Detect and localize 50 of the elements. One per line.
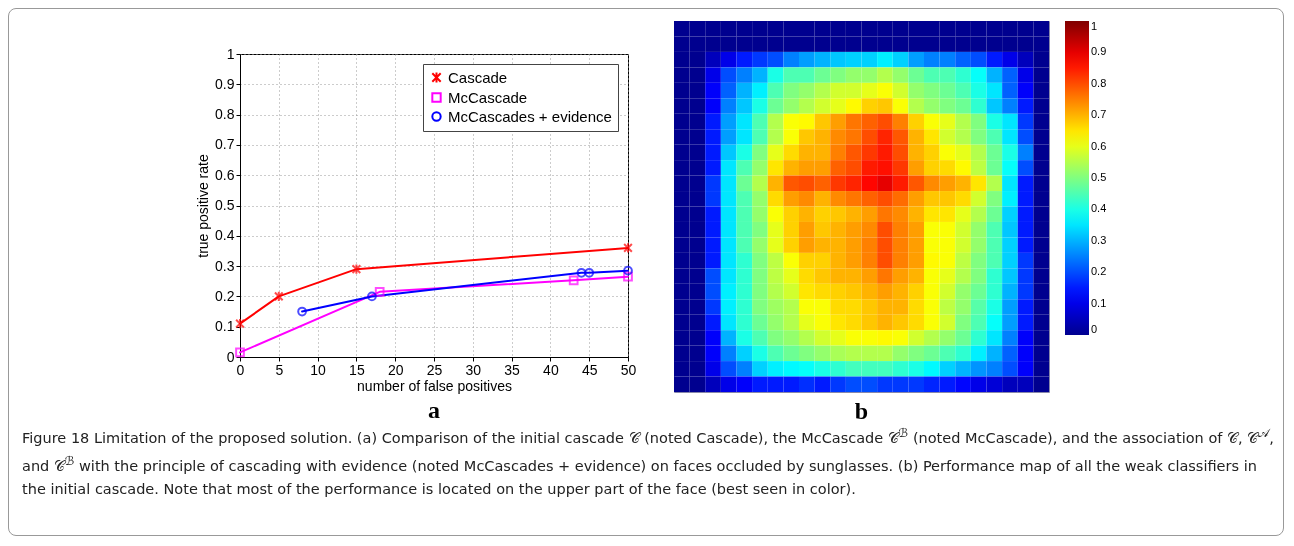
point xyxy=(235,347,245,358)
x-axis-title: number of false positives xyxy=(357,377,512,394)
x-tick-label: 30 xyxy=(465,361,482,378)
x-tick-label: 35 xyxy=(504,361,521,378)
x-tick-label: 40 xyxy=(543,361,559,378)
y-tick-label: 0.3 xyxy=(215,257,235,274)
point xyxy=(351,263,362,275)
point xyxy=(374,286,385,297)
x-tick-label: 45 xyxy=(581,361,598,378)
legend-label: McCascades + evidence xyxy=(448,107,612,125)
y-tick-label: 0.6 xyxy=(215,166,235,183)
x-tick-label: 20 xyxy=(387,361,404,378)
color-bar-label: 0 xyxy=(1091,323,1098,335)
text: a xyxy=(428,397,440,423)
y-tick-label: 0.8 xyxy=(215,106,235,123)
legend-label: Cascade xyxy=(448,68,508,86)
x-tick-label: 10 xyxy=(310,361,327,378)
x-tick-label: 5 xyxy=(275,361,284,378)
x-tick-label: 15 xyxy=(349,361,365,378)
point xyxy=(568,275,579,286)
y-tick-label: 0.5 xyxy=(215,197,235,213)
point xyxy=(235,318,245,330)
y-tick-label: 0.7 xyxy=(215,136,235,153)
y-axis-title: true positive rate xyxy=(195,154,212,258)
x-tick-label: 50 xyxy=(620,361,637,378)
y-tick-label: 1 xyxy=(226,45,235,62)
point xyxy=(623,271,633,282)
point xyxy=(584,267,595,278)
color-bar-label: 0.3 xyxy=(1091,233,1107,246)
point xyxy=(623,242,633,254)
point xyxy=(367,291,377,302)
point xyxy=(576,267,587,278)
color-bar-label: 0.6 xyxy=(1091,139,1107,152)
color-bar-label: 0.5 xyxy=(1091,171,1107,183)
color-bar-label: 0.4 xyxy=(1091,202,1107,215)
text: b xyxy=(854,398,869,424)
color-bar-label: 0.8 xyxy=(1091,76,1107,89)
legend-label: McCascade xyxy=(448,88,528,106)
y-tick-label: 0 xyxy=(226,348,235,365)
y-tick-label: 0.9 xyxy=(215,75,235,92)
x-tick-label: 25 xyxy=(426,361,443,378)
y-tick-label: 0.1 xyxy=(215,318,235,335)
text: Figure 18 Limitation of the proposed solution. (a) Comparison of the initial cascade 𝒞 (noted Cascade), the McCascade 𝒞$^{ℬ}$ (noted McCascade), and the association of 𝒞, 𝒞$^{𝒜}$, and 𝒞$^{ℬ}$ with the principle of cascading with evidence (noted McCascades + evidence) on faces occluded by sunglasses. (b) Performance map of all the weak classifiers in the initial cascade. Note that most of the performance is located on the upper part of the face (best seen in color). xyxy=(22,426,1274,497)
color-bar-label: 0.7 xyxy=(1091,108,1107,121)
color-bar-label: 1 xyxy=(1091,20,1098,32)
y-tick-label: 0.4 xyxy=(215,227,235,244)
color-bar-label: 0.2 xyxy=(1091,265,1107,278)
color-bar-label: 0.1 xyxy=(1091,296,1107,309)
color-bar-label: 0.9 xyxy=(1091,45,1107,58)
y-tick-label: 0.2 xyxy=(215,287,235,304)
